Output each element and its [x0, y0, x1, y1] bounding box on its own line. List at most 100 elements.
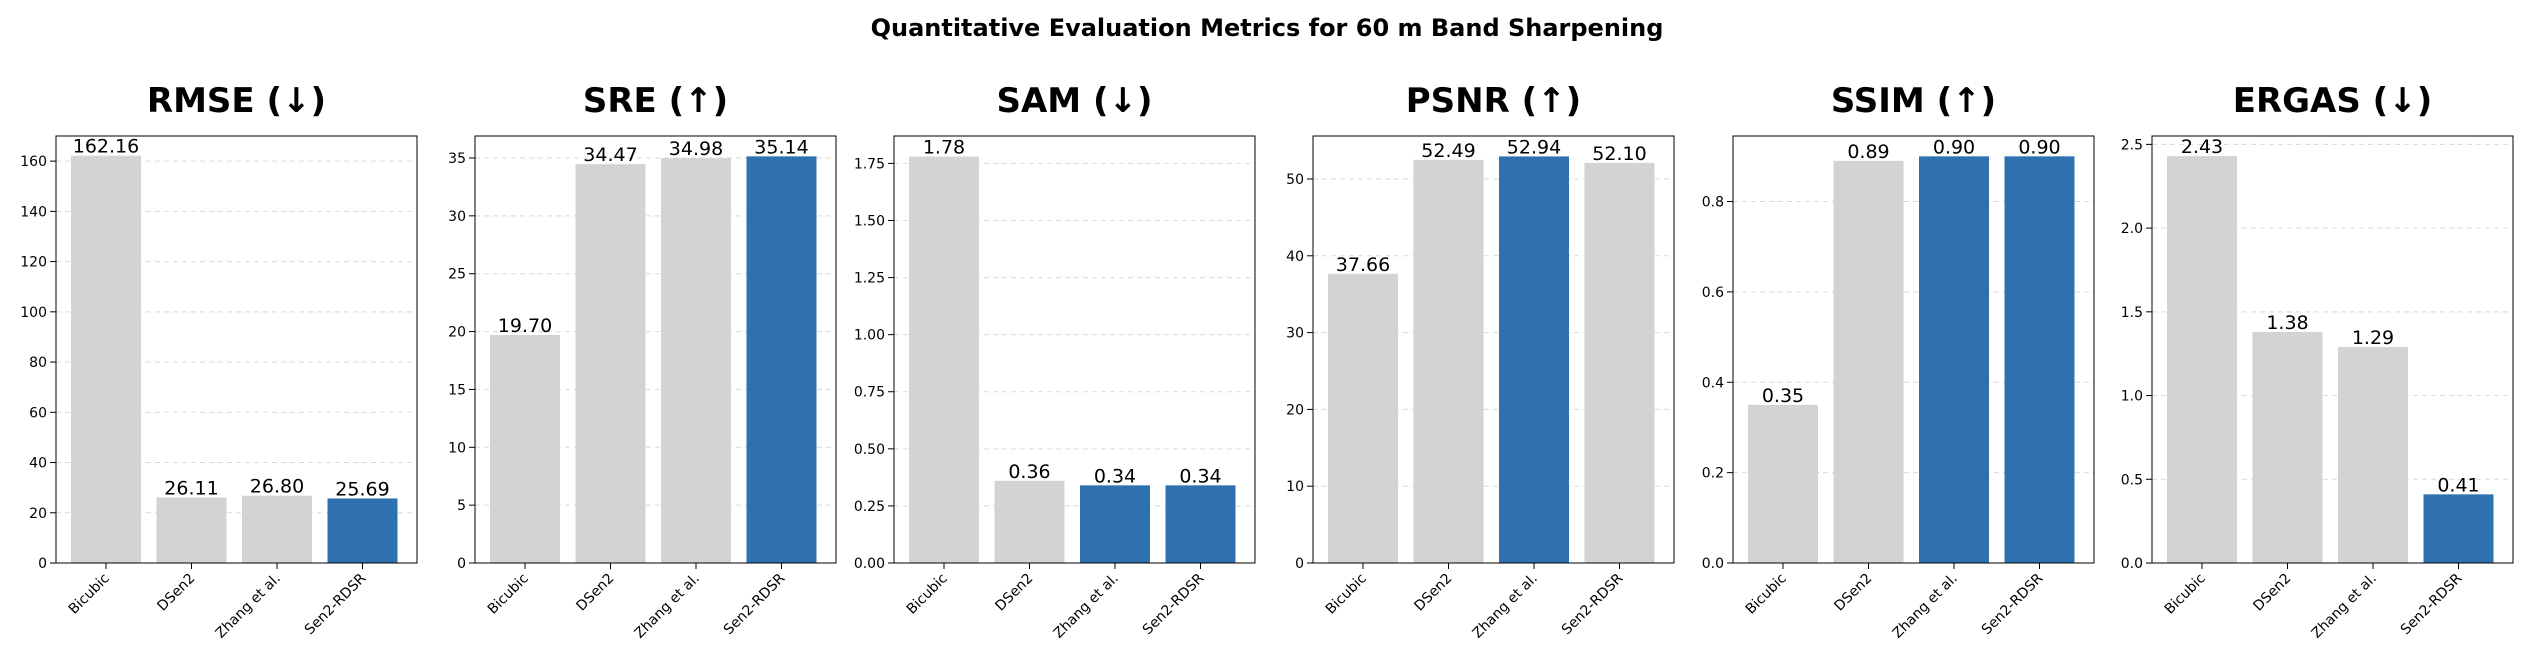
x-tick-label: DSen2 — [992, 571, 1036, 615]
y-tick-label: 5 — [457, 498, 466, 514]
data-label: 0.36 — [1008, 461, 1050, 483]
chart-panel: SSIM (↑) 0.0 0.2 0.4 0.6 0.8 0.35 Bicubic 0.89 DS… — [1702, 81, 2095, 642]
data-label: 26.80 — [250, 476, 304, 498]
x-tick-label: Zhang et al. — [2309, 571, 2380, 642]
data-label: 37.66 — [1336, 254, 1390, 276]
bar — [156, 497, 227, 563]
data-label: 1.78 — [923, 137, 965, 159]
axes-frame — [1732, 135, 2095, 564]
data-label: 0.90 — [1933, 136, 1975, 158]
bar — [2423, 494, 2494, 563]
data-label: 1.38 — [2266, 312, 2308, 334]
y-tick-label: 10 — [1286, 479, 1304, 495]
y-tick-label: 15 — [448, 382, 466, 398]
y-tick-label: 0 — [1295, 556, 1304, 572]
bar — [490, 335, 560, 563]
bar — [71, 155, 141, 563]
bar — [2004, 156, 2075, 564]
chart-panel: ERGAS (↓) 0.0 0.5 1.0 1.5 2.0 2.5 2.43 Bicubic 1.… — [2121, 81, 2514, 642]
y-tick-label: 50 — [1286, 172, 1304, 188]
x-tick-label: Bicubic — [1323, 571, 1370, 618]
x-tick-label: Bicubic — [2162, 571, 2209, 618]
bar — [2167, 156, 2237, 563]
y-tick-label: 120 — [20, 255, 47, 271]
y-tick-label: 40 — [29, 456, 47, 472]
data-label: 35.14 — [754, 136, 808, 158]
axes-frame — [1312, 135, 1675, 564]
y-tick-label: 1.75 — [854, 156, 885, 172]
y-tick-label: 0 — [38, 556, 47, 572]
y-tick-label: 0.4 — [1702, 375, 1724, 391]
bar — [1413, 159, 1484, 564]
bar — [575, 164, 646, 563]
y-tick-label: 0.2 — [1702, 466, 1724, 482]
bar — [746, 156, 817, 563]
y-tick-label: 160 — [20, 154, 47, 170]
data-label: 162.16 — [73, 136, 139, 158]
axes-frame — [55, 135, 418, 564]
x-tick-label: Bicubic — [485, 571, 532, 618]
data-label: 1.29 — [2352, 327, 2394, 349]
x-tick-label: Sen2-RDSR — [721, 570, 789, 638]
axes-frame — [893, 135, 1256, 564]
chart-title: SSIM (↑) — [1831, 81, 1996, 121]
x-tick-label: DSen2 — [573, 571, 617, 615]
bar — [242, 495, 312, 563]
data-label: 19.70 — [498, 315, 552, 337]
data-label: 0.35 — [1762, 385, 1804, 407]
y-tick-label: 1.5 — [2121, 305, 2143, 321]
y-tick-label: 35 — [448, 151, 466, 167]
y-tick-label: 0.8 — [1702, 195, 1724, 211]
bar — [1499, 156, 1569, 564]
x-tick-label: Zhang et al. — [632, 571, 703, 642]
data-label: 0.34 — [1094, 465, 1136, 487]
x-tick-label: Zhang et al. — [1051, 571, 1122, 642]
y-tick-label: 40 — [1286, 249, 1304, 265]
y-tick-label: 10 — [448, 440, 466, 456]
y-tick-label: 0 — [457, 556, 466, 572]
bar — [909, 156, 979, 564]
y-tick-label: 1.00 — [854, 328, 885, 344]
figure-title: Quantitative Evaluation Metrics for 60 m… — [870, 14, 1664, 42]
bar — [1080, 485, 1150, 563]
data-label: 26.11 — [164, 477, 218, 499]
y-tick-label: 140 — [20, 204, 47, 220]
bar — [1748, 404, 1818, 563]
y-tick-label: 100 — [20, 305, 47, 321]
axes-frame — [474, 135, 837, 564]
y-tick-label: 2.0 — [2121, 221, 2143, 237]
y-tick-label: 25 — [448, 267, 466, 283]
data-label: 34.47 — [583, 144, 637, 166]
bar — [1833, 160, 1904, 563]
x-tick-label: Sen2-RDSR — [302, 570, 370, 638]
x-tick-label: Bicubic — [904, 571, 951, 618]
bar — [1919, 156, 1989, 564]
chart-title: SRE (↑) — [583, 81, 728, 121]
y-tick-label: 30 — [448, 209, 466, 225]
chart-title: ERGAS (↓) — [2233, 81, 2433, 121]
bar — [327, 498, 398, 563]
y-tick-label: 0.5 — [2121, 472, 2143, 488]
bar — [1328, 273, 1398, 563]
x-tick-label: DSen2 — [2250, 571, 2294, 615]
x-tick-label: Zhang et al. — [1470, 571, 1541, 642]
x-tick-label: Bicubic — [66, 571, 113, 618]
x-tick-label: Sen2-RDSR — [2398, 570, 2466, 638]
y-tick-label: 0.25 — [854, 499, 885, 515]
y-tick-label: 0.0 — [2121, 556, 2143, 572]
x-tick-label: Zhang et al. — [213, 571, 284, 642]
chart-panel: SAM (↓) 0.00 0.25 0.50 0.75 1.00 1.25 1.50 1.75 1… — [854, 81, 1256, 642]
axes-frame — [2151, 135, 2514, 564]
data-label: 0.89 — [1847, 141, 1889, 163]
bar — [1165, 485, 1236, 563]
y-tick-label: 60 — [29, 405, 47, 421]
data-label: 2.43 — [2181, 136, 2223, 158]
data-label: 0.41 — [2437, 474, 2479, 496]
x-tick-label: DSen2 — [1831, 571, 1875, 615]
bar — [1584, 162, 1655, 563]
chart-title: RMSE (↓) — [147, 81, 326, 121]
data-label: 25.69 — [335, 478, 389, 500]
chart-panel: PSNR (↑) 0 10 20 30 40 50 37.66 Bicubic 52.49 DSen… — [1286, 81, 1675, 642]
y-tick-label: 80 — [29, 355, 47, 371]
